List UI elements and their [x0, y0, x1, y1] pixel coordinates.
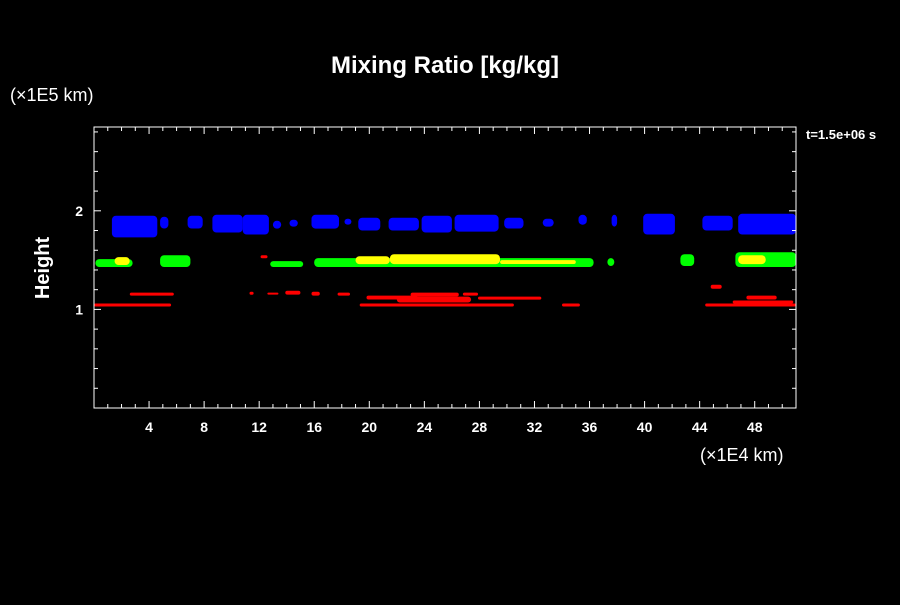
heatmap-region-red-14: [705, 303, 796, 307]
heatmap-region-red-0: [94, 303, 172, 307]
heatmap-region-red-18: [260, 255, 268, 259]
x-tick-label: 24: [417, 419, 433, 435]
y-axis-label: Height: [32, 237, 54, 300]
x-tick-label: 4: [145, 419, 153, 435]
heatmap-region-blue-12: [454, 214, 499, 232]
y-tick-label: 1: [75, 301, 83, 317]
heatmap-region-yellow-2: [389, 254, 500, 265]
heatmap-region-red-2: [249, 291, 254, 295]
heatmap-region-green-4: [607, 258, 615, 266]
time-label: t=1.5e+06 s: [806, 127, 876, 142]
heatmap-region-blue-1: [160, 216, 169, 229]
heatmap-region-red-11: [462, 292, 478, 296]
heatmap-region-blue-4: [242, 214, 269, 235]
x-tick-label: 20: [362, 419, 378, 435]
heatmap-region-blue-0: [111, 215, 158, 238]
heatmap-region-blue-6: [289, 219, 298, 227]
x-tick-label: 28: [472, 419, 488, 435]
heatmap-region-blue-7: [311, 214, 339, 229]
heatmap-region-blue-13: [504, 217, 524, 229]
heatmap-region-red-5: [311, 291, 320, 296]
x-axis-unit-note: (×1E4 km): [700, 445, 784, 465]
heatmap-region-green-1: [160, 255, 191, 267]
heatmap-region-yellow-1: [355, 256, 390, 265]
plot-background: [94, 127, 796, 408]
x-tick-label: 12: [251, 419, 267, 435]
y-axis-unit-note: (×1E5 km): [10, 85, 94, 105]
heatmap-region-blue-3: [212, 214, 243, 233]
heatmap-region-yellow-4: [738, 255, 766, 265]
heatmap-region-blue-9: [358, 217, 381, 231]
heatmap-region-red-12: [478, 296, 542, 300]
x-tick-label: 16: [306, 419, 322, 435]
heatmap-region-green-5: [680, 254, 695, 266]
heatmap-region-blue-11: [421, 215, 452, 233]
heatmap-region-blue-2: [187, 215, 203, 229]
heatmap-region-red-6: [337, 292, 350, 296]
heatmap-region-red-3: [267, 292, 279, 295]
heatmap-region-yellow-0: [114, 257, 130, 265]
x-tick-label: 40: [637, 419, 653, 435]
heatmap-region-blue-5: [272, 220, 282, 229]
plot-frame: [93, 126, 797, 409]
x-tick-label: 48: [747, 419, 763, 435]
heatmap-region-blue-8: [344, 218, 352, 225]
chart-title: Mixing Ratio [kg/kg]: [331, 52, 559, 79]
heatmap-region-blue-19: [738, 213, 796, 235]
heatmap-region-blue-18: [702, 215, 733, 231]
heatmap-region-blue-14: [542, 218, 554, 227]
x-tick-label: 36: [582, 419, 598, 435]
heatmap-region-red-1: [129, 292, 174, 296]
x-tick-label: 8: [200, 419, 208, 435]
heatmap-region-green-2: [270, 261, 304, 267]
x-tick-label: 44: [692, 419, 708, 435]
heatmap-region-red-4: [285, 290, 301, 295]
heatmap-region-red-10: [410, 292, 459, 297]
x-tick-label: 32: [527, 419, 543, 435]
heatmap-region-red-13: [562, 303, 580, 307]
y-tick-label: 2: [75, 203, 83, 219]
heatmap-region-blue-10: [388, 217, 419, 231]
heatmap-region-blue-15: [578, 214, 587, 225]
heatmap-region-blue-16: [611, 214, 618, 227]
heatmap-region-blue-17: [643, 213, 675, 235]
heatmap-region-red-15: [732, 300, 794, 304]
heatmap-region-red-16: [746, 295, 777, 300]
heatmap-region-red-9: [396, 296, 472, 303]
heatmap-data-layer: [94, 127, 796, 408]
heatmap-region-yellow-3: [500, 260, 576, 264]
heatmap-region-red-7: [359, 303, 514, 307]
heatmap-region-red-17: [710, 284, 722, 289]
